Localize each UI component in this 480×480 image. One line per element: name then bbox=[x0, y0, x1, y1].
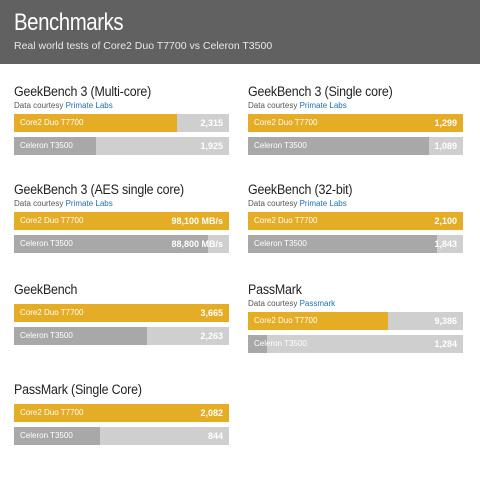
bar-score: 1,925 bbox=[200, 141, 223, 151]
bar-core2-duo: Core2 Duo T7700 3,665 bbox=[14, 304, 229, 322]
benchmark-source: Data courtesy Primate Labs bbox=[14, 101, 229, 111]
bar-score: 1,843 bbox=[434, 239, 457, 249]
bar-celeron: Celeron T3500 1,284 bbox=[248, 335, 463, 353]
bar-cpu-name: Core2 Duo T7700 bbox=[20, 408, 84, 417]
bar-core2-duo: Core2 Duo T7700 98,100 MB/s bbox=[14, 212, 229, 230]
benchmark-title: GeekBench bbox=[14, 282, 78, 297]
bar-cpu-name: Core2 Duo T7700 bbox=[20, 308, 84, 317]
bar-fill bbox=[14, 235, 208, 253]
source-prefix: Data courtesy bbox=[14, 101, 66, 110]
benchmark-bars: Core2 Duo T7700 3,665 Celeron T3500 2,26… bbox=[14, 304, 229, 345]
bar-score: 2,100 bbox=[434, 216, 457, 226]
bar-cpu-name: Celeron T3500 bbox=[254, 141, 307, 150]
source-prefix: Data courtesy bbox=[248, 199, 300, 208]
benchmark-bars: Core2 Duo T7700 2,315 Celeron T3500 1,92… bbox=[14, 114, 229, 155]
bar-fill bbox=[14, 327, 148, 345]
bar-fill bbox=[248, 114, 463, 132]
benchmark-title: GeekBench 3 (Multi-core) bbox=[14, 84, 152, 99]
bar-celeron: Celeron T3500 1,925 bbox=[14, 137, 229, 155]
bar-fill bbox=[14, 137, 96, 155]
benchmark-geekbench3-multicore: GeekBench 3 (Multi-core) Data courtesy P… bbox=[14, 84, 229, 155]
source-prefix: Data courtesy bbox=[248, 101, 300, 110]
bar-cpu-name: Core2 Duo T7700 bbox=[254, 216, 318, 225]
bar-core2-duo: Core2 Duo T7700 2,315 bbox=[14, 114, 229, 132]
bar-core2-duo: Core2 Duo T7700 1,299 bbox=[248, 114, 463, 132]
bar-celeron: Celeron T3500 88,800 MB/s bbox=[14, 235, 229, 253]
benchmark-title: GeekBench (32-bit) bbox=[248, 182, 353, 197]
bar-fill bbox=[248, 335, 268, 353]
source-link[interactable]: Passmark bbox=[299, 299, 336, 308]
benchmark-title: GeekBench 3 (AES single core) bbox=[14, 182, 185, 197]
benchmark-passmark: PassMark Data courtesy Passmark Core2 Du… bbox=[248, 282, 463, 353]
bar-cpu-name: Celeron T3500 bbox=[254, 239, 307, 248]
bar-core2-duo: Core2 Duo T7700 2,100 bbox=[248, 212, 463, 230]
bar-score: 9,386 bbox=[434, 316, 457, 326]
bar-cpu-name: Core2 Duo T7700 bbox=[20, 118, 84, 127]
bar-cpu-name: Celeron T3500 bbox=[20, 141, 73, 150]
page-subtitle: Real world tests of Core2 Duo T7700 vs C… bbox=[14, 40, 273, 52]
page-title: Benchmarks bbox=[14, 9, 124, 36]
benchmark-bars: Core2 Duo T7700 9,386 Celeron T3500 1,28… bbox=[248, 312, 463, 353]
bar-fill bbox=[14, 404, 229, 422]
bar-score: 98,100 MB/s bbox=[171, 216, 223, 226]
bar-celeron: Celeron T3500 2,263 bbox=[14, 327, 229, 345]
bar-fill bbox=[14, 427, 100, 445]
bar-score: 844 bbox=[207, 431, 223, 441]
benchmark-passmark-single: PassMark (Single Core) Core2 Duo T7700 2… bbox=[14, 382, 229, 445]
bar-cpu-name: Core2 Duo T7700 bbox=[20, 216, 84, 225]
bar-fill bbox=[248, 137, 429, 155]
benchmark-title: PassMark (Single Core) bbox=[14, 382, 142, 397]
source-link[interactable]: Primate Labs bbox=[299, 199, 347, 208]
bar-score: 1,089 bbox=[434, 141, 457, 151]
benchmark-title: GeekBench 3 (Single core) bbox=[248, 84, 393, 99]
benchmark-title: PassMark bbox=[248, 282, 302, 297]
bar-fill bbox=[248, 212, 463, 230]
source-prefix: Data courtesy bbox=[248, 299, 300, 308]
bar-fill bbox=[248, 235, 438, 253]
benchmarks-grid: GeekBench 3 (Multi-core) Data courtesy P… bbox=[0, 64, 480, 480]
bar-score: 2,315 bbox=[200, 118, 223, 128]
bar-celeron: Celeron T3500 1,843 bbox=[248, 235, 463, 253]
benchmark-geekbench: GeekBench Core2 Duo T7700 3,665 Celeron … bbox=[14, 282, 229, 345]
bar-score: 88,800 MB/s bbox=[171, 239, 223, 249]
bar-celeron: Celeron T3500 844 bbox=[14, 427, 229, 445]
bar-celeron: Celeron T3500 1,089 bbox=[248, 137, 463, 155]
benchmark-geekbench3-singlecore: GeekBench 3 (Single core) Data courtesy … bbox=[248, 84, 463, 155]
benchmark-bars: Core2 Duo T7700 2,082 Celeron T3500 844 bbox=[14, 404, 229, 445]
benchmark-source: Data courtesy Primate Labs bbox=[248, 101, 463, 111]
benchmark-geekbench3-aes: GeekBench 3 (AES single core) Data court… bbox=[14, 182, 229, 253]
bar-fill bbox=[14, 304, 229, 322]
bar-score: 1,299 bbox=[434, 118, 457, 128]
bar-cpu-name: Celeron T3500 bbox=[20, 239, 73, 248]
bar-score: 3,665 bbox=[200, 308, 223, 318]
benchmark-source: Data courtesy Primate Labs bbox=[248, 199, 463, 209]
benchmark-geekbench-32bit: GeekBench (32-bit) Data courtesy Primate… bbox=[248, 182, 463, 253]
bar-cpu-name: Core2 Duo T7700 bbox=[254, 316, 318, 325]
benchmark-source: Data courtesy Passmark bbox=[248, 299, 463, 309]
benchmark-bars: Core2 Duo T7700 2,100 Celeron T3500 1,84… bbox=[248, 212, 463, 253]
bar-score: 2,263 bbox=[200, 331, 223, 341]
bar-fill bbox=[14, 114, 178, 132]
bar-cpu-name: Celeron T3500 bbox=[254, 339, 307, 348]
bar-cpu-name: Core2 Duo T7700 bbox=[254, 118, 318, 127]
bar-fill bbox=[14, 212, 229, 230]
page-header: Benchmarks Real world tests of Core2 Duo… bbox=[0, 0, 480, 64]
bar-cpu-name: Celeron T3500 bbox=[20, 431, 73, 440]
bar-core2-duo: Core2 Duo T7700 2,082 bbox=[14, 404, 229, 422]
benchmark-bars: Core2 Duo T7700 1,299 Celeron T3500 1,08… bbox=[248, 114, 463, 155]
benchmark-source: Data courtesy Primate Labs bbox=[14, 199, 229, 209]
bar-fill bbox=[248, 312, 388, 330]
source-link[interactable]: Primate Labs bbox=[65, 199, 113, 208]
source-link[interactable]: Primate Labs bbox=[299, 101, 347, 110]
bar-cpu-name: Celeron T3500 bbox=[20, 331, 73, 340]
source-prefix: Data courtesy bbox=[14, 199, 66, 208]
benchmark-bars: Core2 Duo T7700 98,100 MB/s Celeron T350… bbox=[14, 212, 229, 253]
bar-core2-duo: Core2 Duo T7700 9,386 bbox=[248, 312, 463, 330]
source-link[interactable]: Primate Labs bbox=[65, 101, 113, 110]
bar-score: 2,082 bbox=[200, 408, 223, 418]
bar-score: 1,284 bbox=[434, 339, 457, 349]
